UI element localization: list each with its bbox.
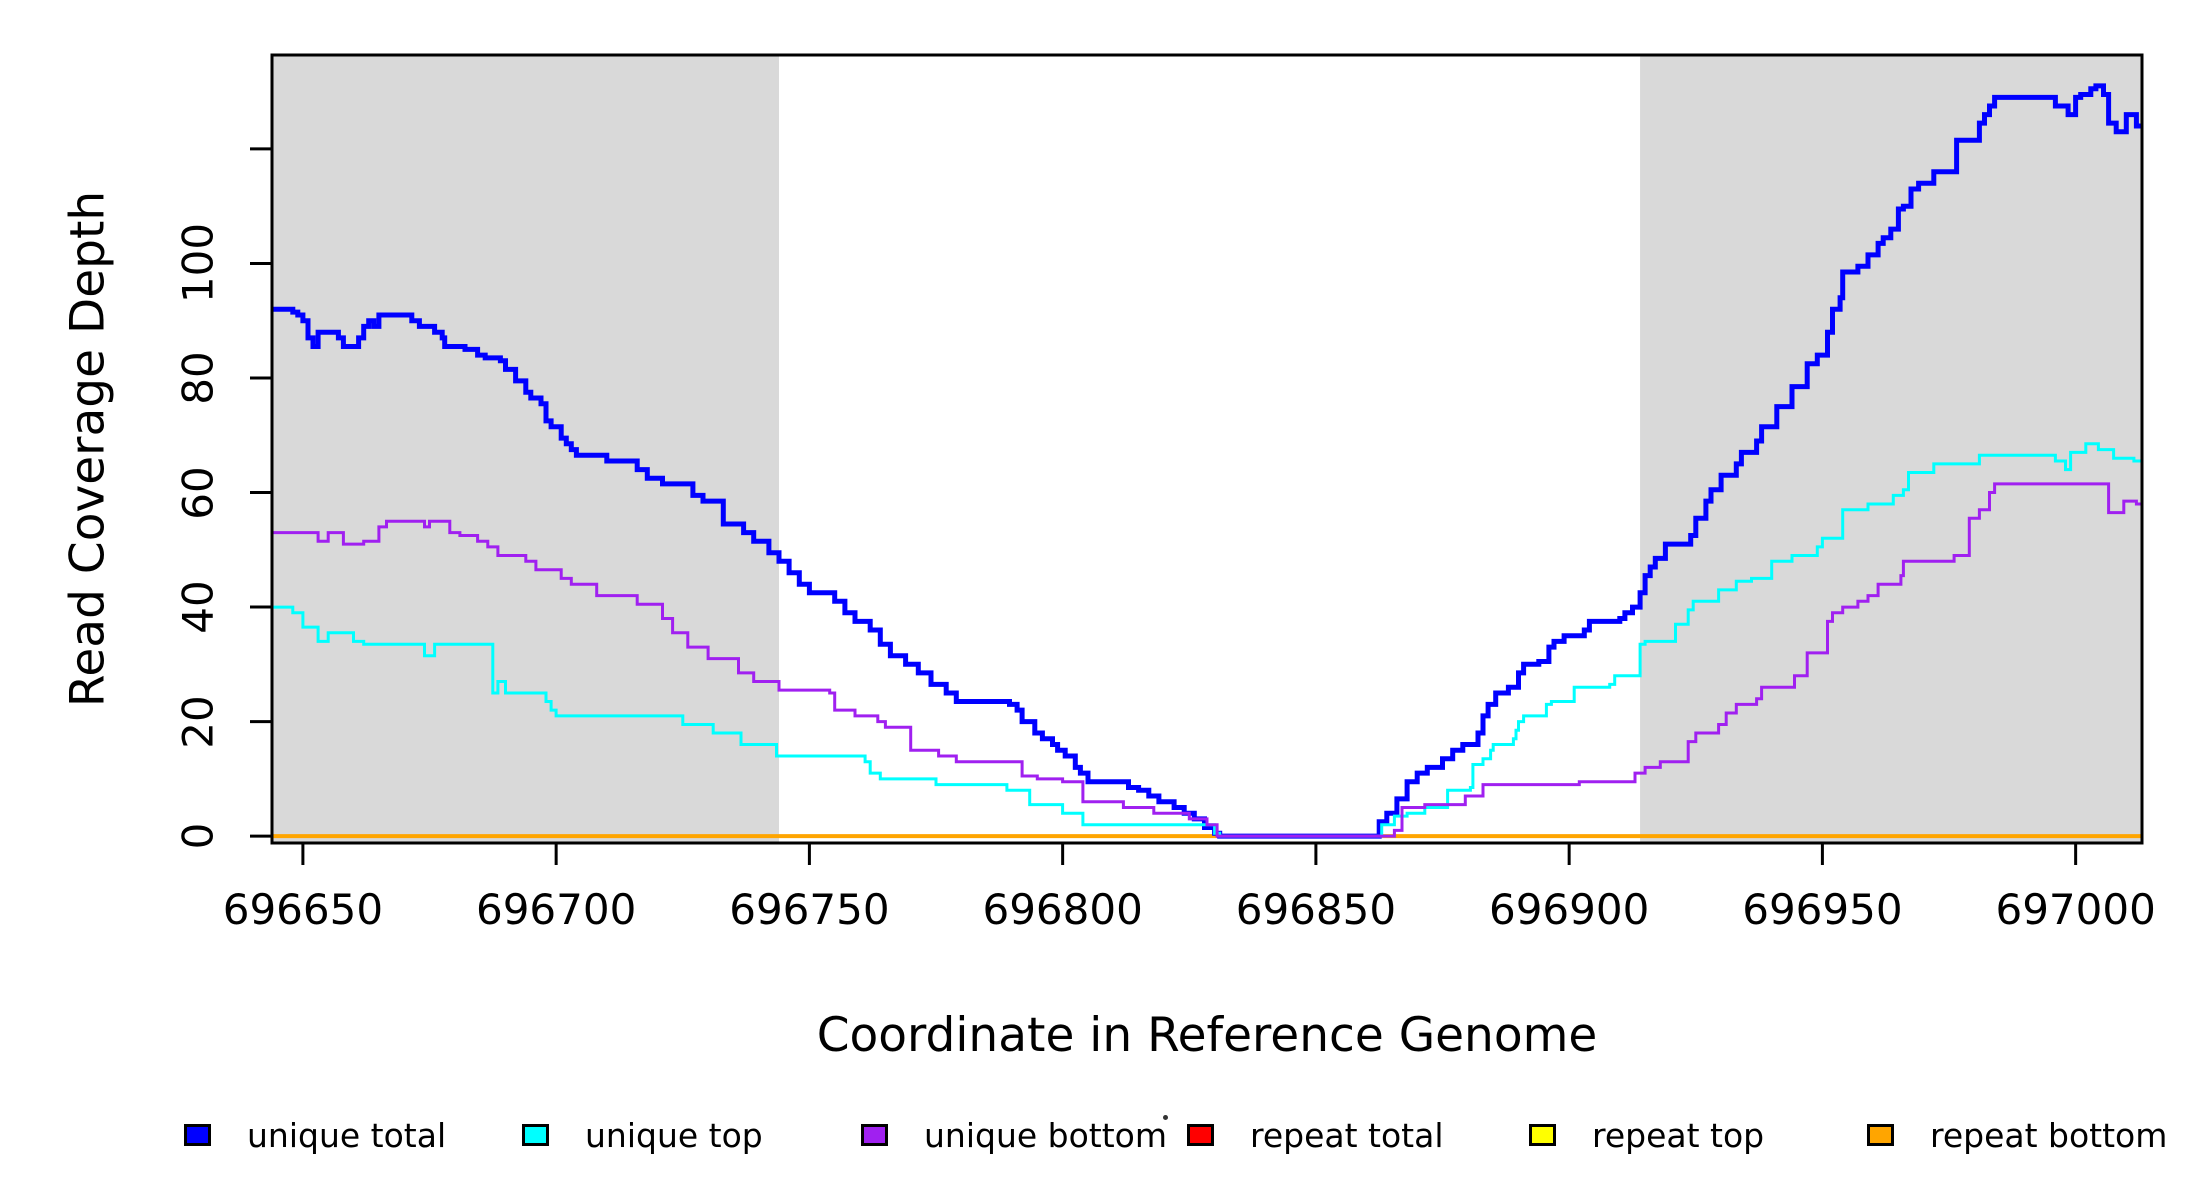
repeat-top-swatch-icon bbox=[1529, 1124, 1556, 1146]
y-axis-title: Read Coverage Depth bbox=[60, 190, 116, 708]
legend-label: unique total bbox=[247, 1115, 447, 1155]
x-tick-label: 696700 bbox=[475, 885, 637, 934]
left-gray-band bbox=[272, 55, 780, 843]
right-gray-band bbox=[1640, 55, 2142, 843]
unique-bottom-swatch-icon bbox=[861, 1124, 888, 1146]
series-line-unique-bottom bbox=[272, 482, 2142, 838]
legend-item-unique-top: unique top bbox=[522, 1115, 763, 1155]
x-axis-title: Coordinate in Reference Genome bbox=[816, 1008, 1598, 1063]
series-line-unique-top bbox=[272, 442, 2142, 838]
legend-label: repeat bottom bbox=[1930, 1115, 2168, 1155]
legend-item-unique-total: unique total bbox=[184, 1115, 447, 1155]
x-tick-label: 696650 bbox=[222, 885, 384, 934]
repeat-bottom-swatch-icon bbox=[1867, 1124, 1894, 1146]
stray-dot bbox=[1163, 1115, 1168, 1120]
unique-top-swatch-icon bbox=[522, 1124, 549, 1146]
x-tick-label: 696750 bbox=[729, 885, 890, 934]
x-tick-label: 697000 bbox=[1995, 885, 2156, 934]
unique-total-swatch-icon bbox=[184, 1124, 211, 1146]
repeat-total-swatch-icon bbox=[1187, 1124, 1214, 1146]
x-tick-label: 696850 bbox=[1235, 885, 1397, 934]
y-tick-label: 20 bbox=[173, 694, 223, 749]
legend-label: repeat total bbox=[1250, 1115, 1444, 1155]
x-tick-label: 696950 bbox=[1742, 885, 1903, 934]
plot-border bbox=[270, 53, 2144, 845]
y-tick-label: 100 bbox=[173, 223, 223, 304]
legend-item-unique-bottom: unique bottom bbox=[861, 1115, 1168, 1155]
y-tick-label: 0 bbox=[173, 822, 223, 850]
legend-item-repeat-bottom: repeat bottom bbox=[1867, 1115, 2168, 1155]
y-tick-label: 80 bbox=[173, 351, 223, 405]
legend-label: unique bottom bbox=[924, 1115, 1168, 1155]
legend-label: repeat top bbox=[1592, 1115, 1765, 1155]
legend-item-repeat-top: repeat top bbox=[1529, 1115, 1765, 1155]
legend-label: unique top bbox=[585, 1115, 763, 1155]
x-tick-label: 696900 bbox=[1488, 885, 1650, 934]
y-tick-label: 60 bbox=[173, 465, 223, 520]
legend-item-repeat-total: repeat total bbox=[1187, 1115, 1444, 1155]
x-tick-label: 696800 bbox=[982, 885, 1143, 934]
y-tick-label: 40 bbox=[173, 580, 223, 634]
